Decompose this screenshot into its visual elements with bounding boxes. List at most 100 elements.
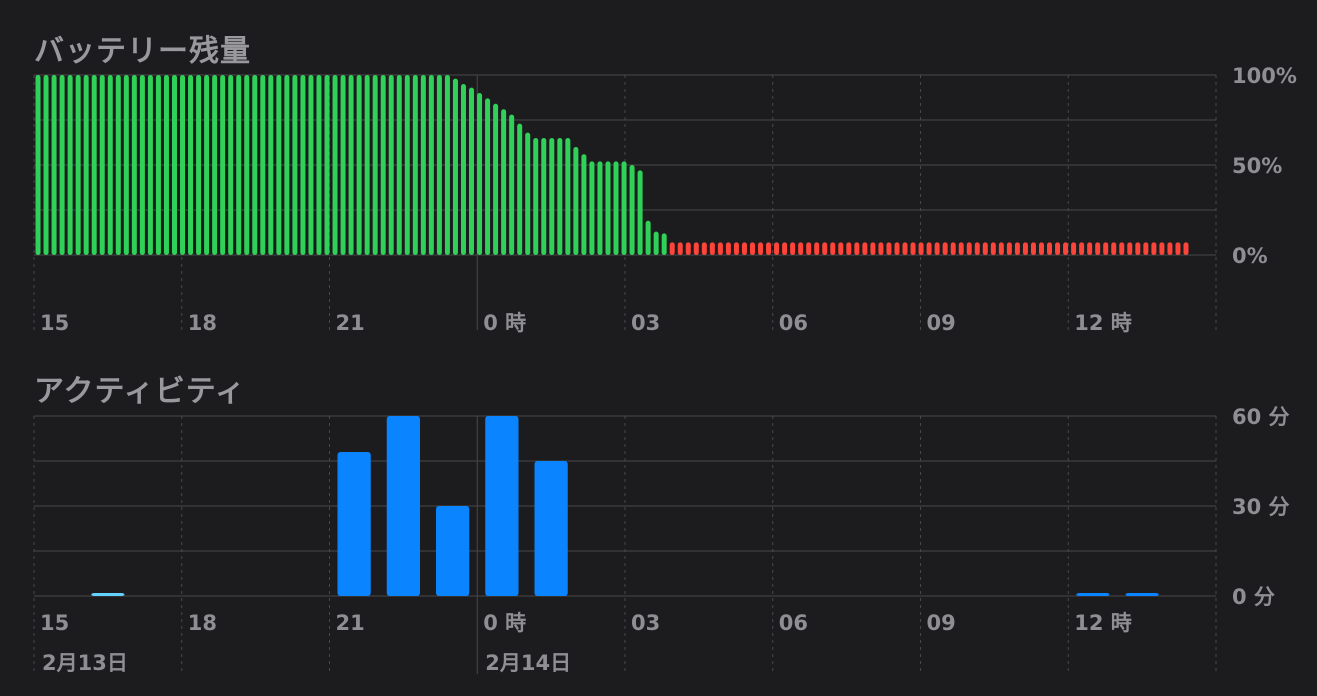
battery-bar [163, 75, 169, 255]
battery-bar [533, 138, 539, 255]
activity-x-tick-label: 03 [631, 611, 660, 635]
activity-title: アクティビティ [34, 374, 246, 409]
battery-bar [517, 123, 523, 255]
battery-bar [244, 75, 250, 255]
battery-bar [292, 75, 298, 255]
battery-bar [942, 242, 948, 255]
battery-bar [107, 75, 113, 255]
battery-bar [284, 75, 290, 255]
battery-bar [396, 75, 402, 255]
battery-bar [1079, 242, 1085, 255]
battery-bar [621, 161, 627, 255]
battery-bar [372, 75, 378, 255]
battery-bar [1055, 242, 1061, 255]
battery-x-tick-label: 03 [631, 311, 660, 335]
battery-bar [1030, 242, 1036, 255]
battery-bar [806, 242, 812, 255]
battery-bar [709, 242, 715, 255]
battery-bar [1006, 242, 1012, 255]
battery-bar [477, 93, 483, 255]
battery-bar [300, 75, 306, 255]
battery-bar [452, 78, 458, 255]
battery-bar [236, 75, 242, 255]
battery-bar [637, 170, 643, 255]
battery-bar [645, 220, 651, 255]
battery-bar [1095, 242, 1101, 255]
battery-bar [894, 242, 900, 255]
battery-bar [308, 75, 314, 255]
activity-bar [1076, 593, 1110, 596]
battery-bar [557, 138, 563, 255]
activity-x-tick-label: 09 [927, 611, 956, 635]
battery-bar [51, 75, 57, 255]
battery-bar [565, 138, 571, 255]
battery-bar [75, 75, 81, 255]
battery-bar [436, 75, 442, 255]
battery-bar [926, 242, 932, 255]
battery-bar [493, 103, 499, 255]
battery-y-tick-label: 50% [1232, 154, 1282, 178]
battery-bar [1127, 242, 1133, 255]
activity-x-tick-label: 18 [188, 611, 217, 635]
activity-bar [337, 452, 371, 596]
battery-x-tick-label: 21 [336, 311, 365, 335]
battery-bar [653, 231, 659, 255]
battery-bar [950, 242, 956, 255]
battery-bar [1047, 242, 1053, 255]
battery-bar [878, 242, 884, 255]
battery-bar [1143, 242, 1149, 255]
battery-bar [541, 138, 547, 255]
battery-bar [340, 75, 346, 255]
battery-bar [1111, 242, 1117, 255]
battery-bar [196, 75, 202, 255]
battery-y-tick-label: 100% [1232, 64, 1297, 88]
battery-bar [35, 75, 41, 255]
battery-bar [1087, 242, 1093, 255]
battery-bar [348, 75, 354, 255]
battery-bar [356, 75, 362, 255]
battery-bar [974, 242, 980, 255]
battery-bar [749, 242, 755, 255]
battery-bar [469, 87, 475, 255]
battery-bar [597, 161, 603, 255]
battery-bar [958, 242, 964, 255]
battery-bar [1103, 242, 1109, 255]
battery-bar [131, 75, 137, 255]
activity-x-tick-label: 21 [336, 611, 365, 635]
battery-bar [741, 242, 747, 255]
battery-bar [998, 242, 1004, 255]
activity-x-tick-label: 12 時 [1074, 611, 1132, 635]
battery-bar [139, 75, 145, 255]
battery-bar [332, 75, 338, 255]
battery-bar [661, 233, 667, 255]
battery-level-chart[interactable]: 100% 50% 0% 15 18 21 0 時 03 06 09 12 時 [0, 0, 1317, 340]
battery-bar [444, 75, 450, 255]
battery-bar [1135, 242, 1141, 255]
activity-y-tick-label: 0 分 [1232, 585, 1275, 609]
battery-bar [380, 75, 386, 255]
battery-bar [509, 114, 515, 255]
date-label: 2月13日 [42, 651, 128, 675]
activity-y-tick-label: 60 分 [1232, 405, 1290, 429]
battery-bar [982, 242, 988, 255]
battery-level-title: バッテリー残量 [34, 34, 251, 69]
battery-bar [830, 242, 836, 255]
battery-bar [260, 75, 266, 255]
battery-bar [364, 75, 370, 255]
battery-bar [83, 75, 89, 255]
battery-bar [123, 75, 129, 255]
battery-x-tick-label: 06 [779, 311, 808, 335]
battery-bar [766, 242, 772, 255]
battery-bar [677, 242, 683, 255]
battery-bar [693, 242, 699, 255]
activity-bar [386, 416, 420, 596]
battery-x-tick-label: 15 [40, 311, 69, 335]
battery-bar [790, 242, 796, 255]
battery-bar [59, 75, 65, 255]
battery-bar [934, 242, 940, 255]
battery-bar [485, 98, 491, 256]
battery-bar [420, 75, 426, 255]
activity-bar [1125, 593, 1159, 596]
